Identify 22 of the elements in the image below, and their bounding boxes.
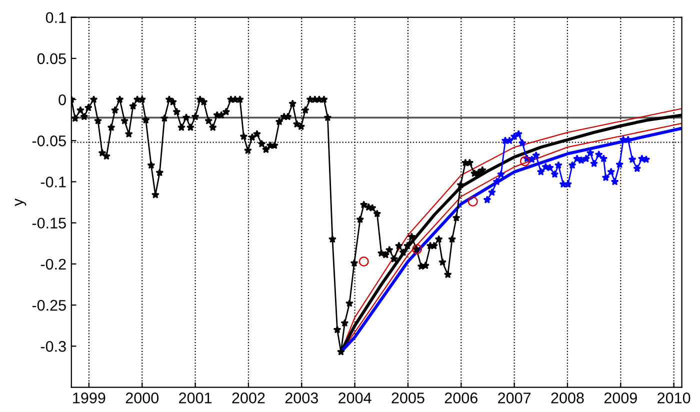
x-tick-label: 2000 [126,392,159,404]
y-tick-label: -0.1 [40,176,66,188]
y-tick-label: 0 [58,94,66,106]
y-tick-label: -0.15 [32,218,66,229]
y-tick-label: 0.05 [37,53,66,64]
x-tick-label: 2003 [285,392,318,404]
y-axis-title: y [14,198,26,206]
x-tick-label: 2008 [551,392,584,404]
x-tick-label: 1999 [73,392,106,404]
x-tick-label: 2004 [338,392,372,404]
x-tick-label: 2001 [179,392,212,404]
x-tick-label: 2005 [392,392,424,404]
x-tick-label: 2007 [498,392,531,404]
x-tick-label: 2009 [604,392,637,404]
y-tick-label: -0.2 [40,258,66,270]
x-tick-label: 2002 [232,392,265,404]
x-tick-label: 2006 [444,392,478,404]
y-tick-label: 0.1 [46,12,66,23]
y-tick-label: -0.05 [32,135,66,146]
y-tick-label: -0.25 [32,300,66,311]
y-tick-label: -0.3 [40,341,66,352]
x-tick-label: 2010 [658,392,690,404]
